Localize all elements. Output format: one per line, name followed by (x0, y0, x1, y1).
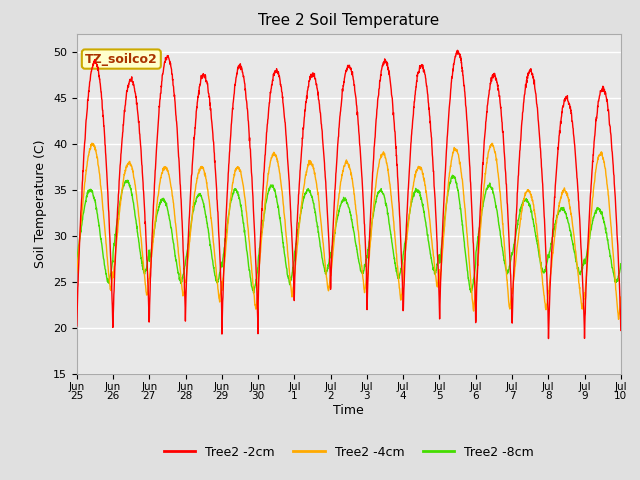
Y-axis label: Soil Temperature (C): Soil Temperature (C) (35, 140, 47, 268)
Legend: Tree2 -2cm, Tree2 -4cm, Tree2 -8cm: Tree2 -2cm, Tree2 -4cm, Tree2 -8cm (159, 441, 539, 464)
X-axis label: Time: Time (333, 404, 364, 417)
Title: Tree 2 Soil Temperature: Tree 2 Soil Temperature (258, 13, 440, 28)
Text: TZ_soilco2: TZ_soilco2 (85, 53, 157, 66)
